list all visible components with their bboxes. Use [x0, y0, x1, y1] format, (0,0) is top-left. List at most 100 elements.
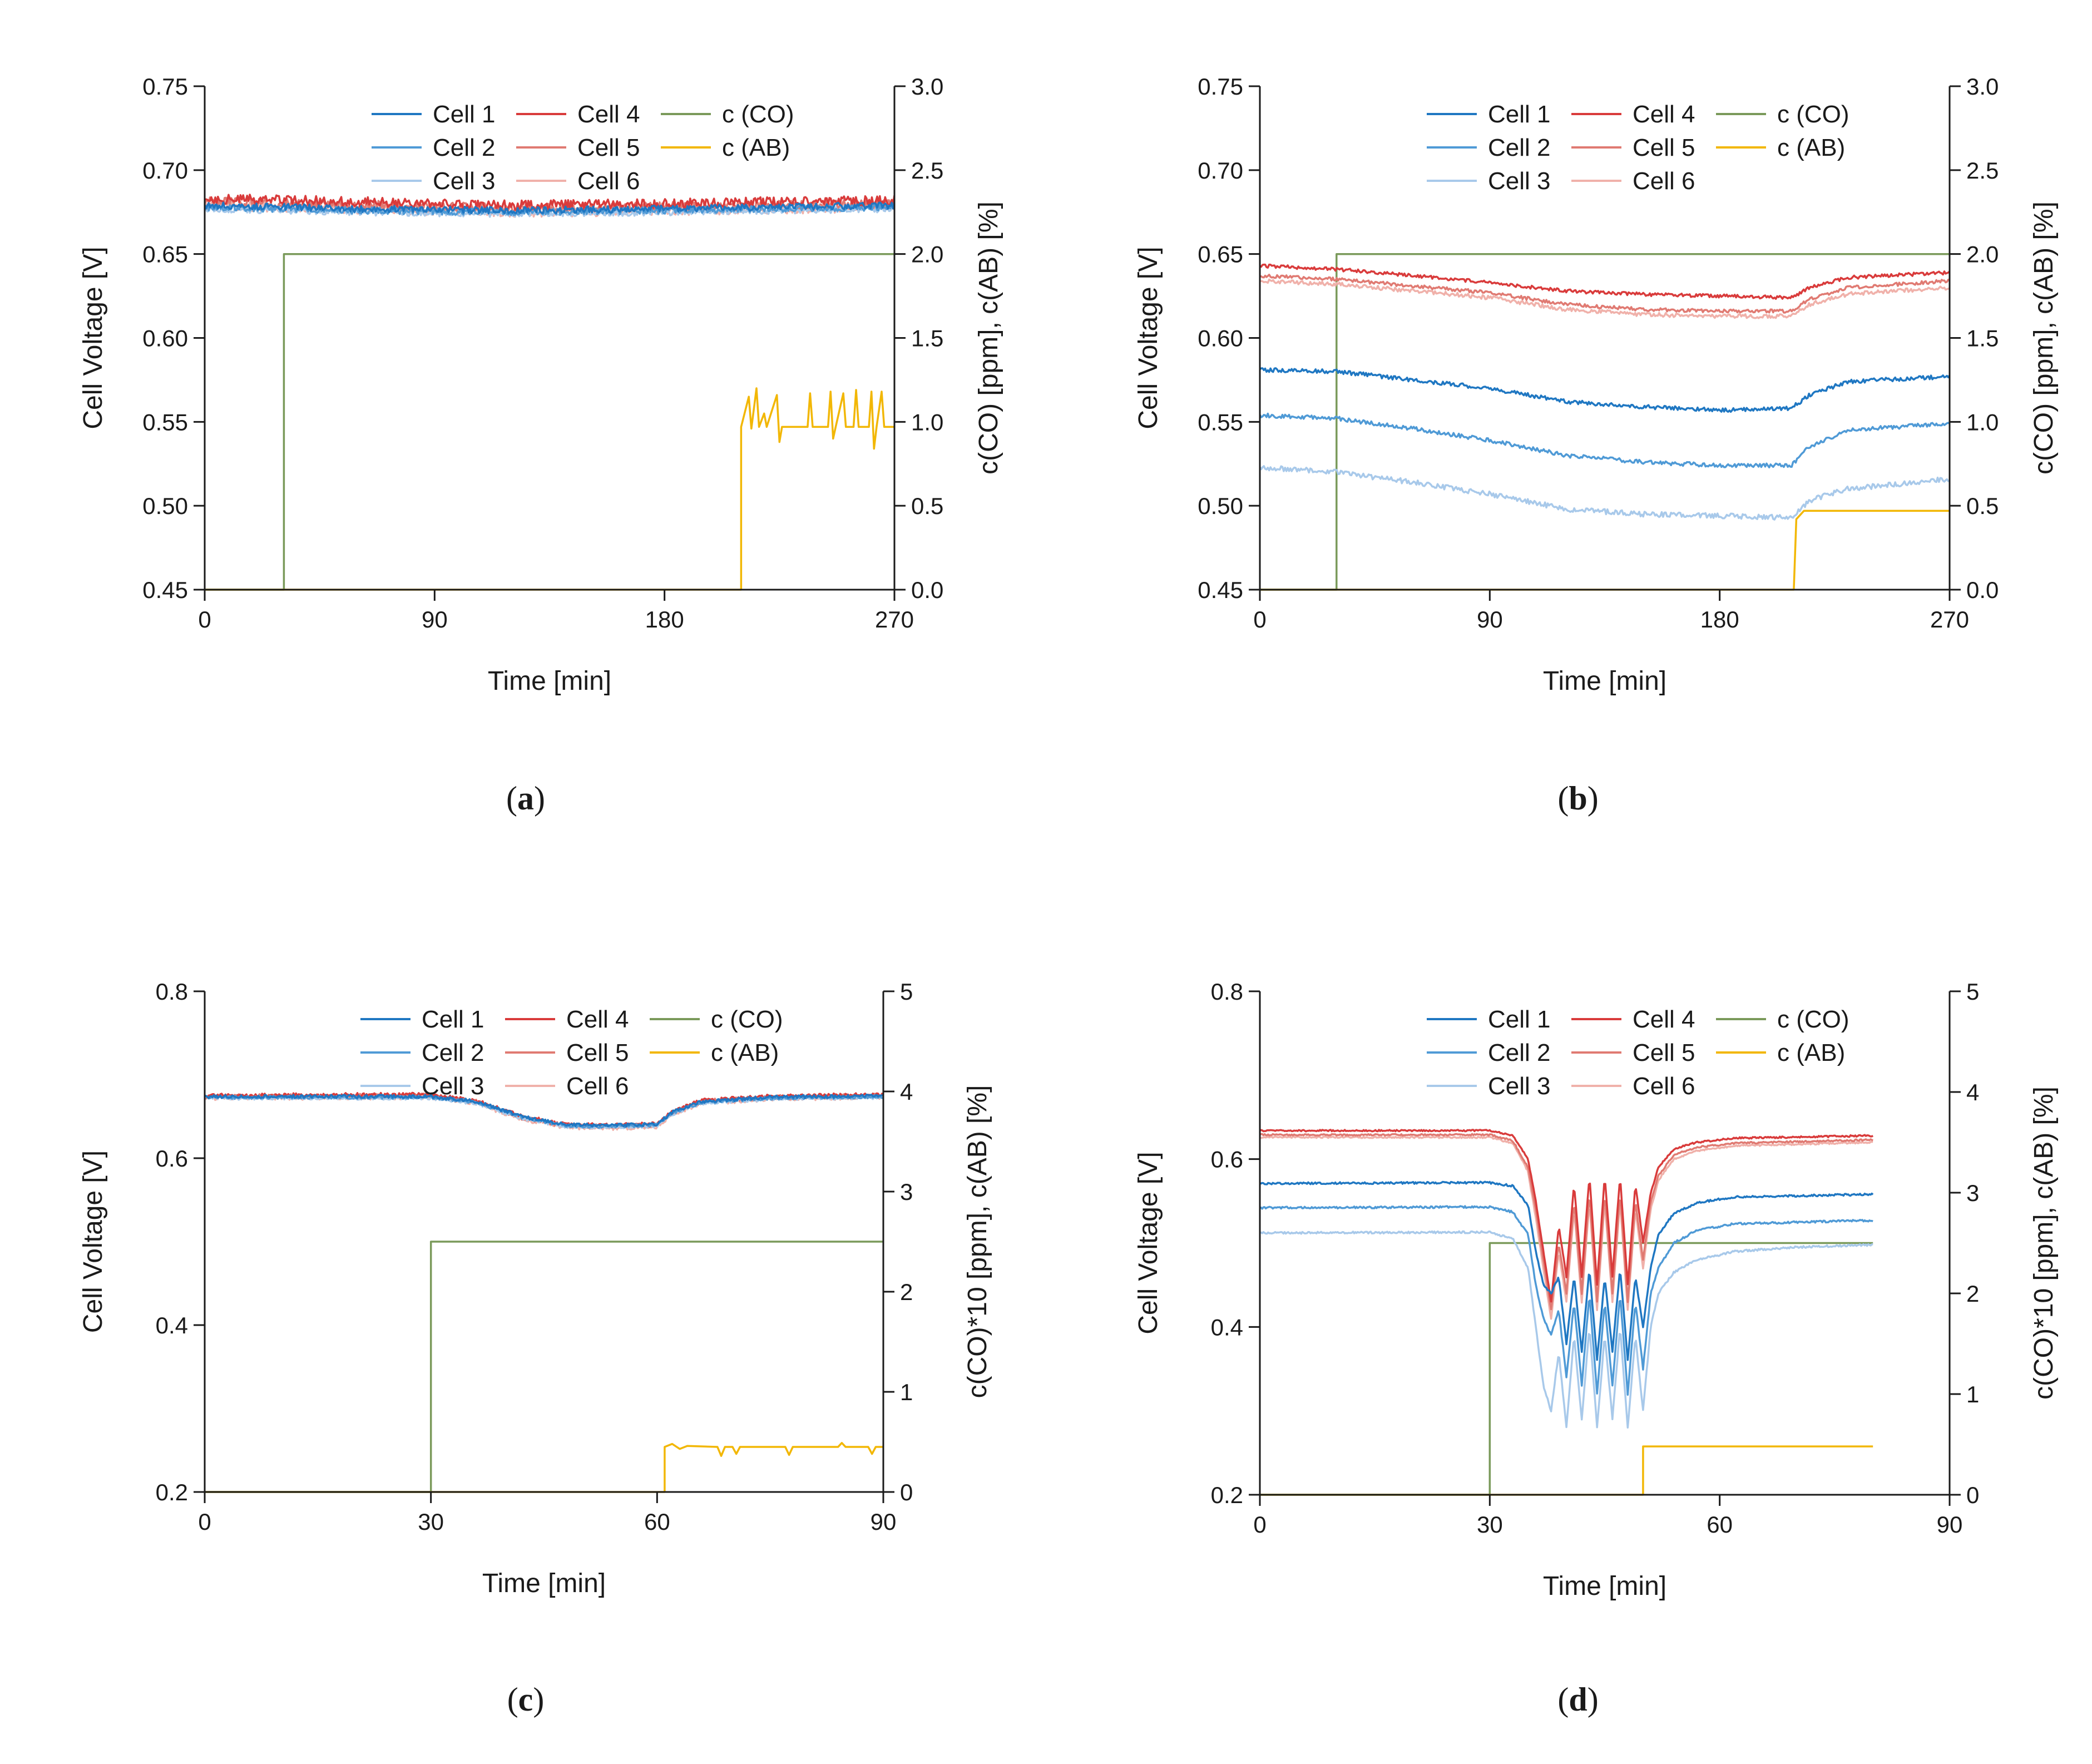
series-line-co [205, 1242, 883, 1492]
legend-label-ab: c (AB) [722, 134, 790, 161]
y-tick-label: 0.65 [142, 241, 188, 268]
legend-label-cell-2: Cell 2 [422, 1039, 484, 1066]
x-tick-label: 30 [418, 1509, 444, 1535]
chart-panel-d: 0.20.40.60.80123450 30 60 90Time [min]Cell … [1134, 979, 2059, 1718]
y-tick-label: 0.60 [142, 325, 188, 352]
x-tick-label: 0 [198, 606, 211, 633]
y2-tick-label: 5 [1966, 979, 1979, 1005]
legend-label-cell-1: Cell 1 [422, 1006, 484, 1033]
panel-caption: (b) [1557, 780, 1598, 817]
y-tick-label: 0.50 [1198, 493, 1243, 519]
series-line-cell-4 [1260, 1130, 1873, 1302]
x-tick-label: 90 [422, 606, 448, 633]
legend-label-ab: c (AB) [711, 1039, 779, 1066]
legend-label-ab: c (AB) [1777, 1039, 1845, 1066]
y2-axis-label: c(CO)*10 [ppm], c(AB) [%] [963, 1085, 992, 1399]
legend-label-cell-4: Cell 4 [1633, 101, 1695, 128]
legend-label-co: c (CO) [1777, 101, 1849, 128]
series-line-cell-2 [1260, 414, 1950, 468]
y-tick-label: 0.70 [1198, 157, 1243, 184]
legend-label-cell-2: Cell 2 [1488, 134, 1551, 161]
y-tick-label: 0.4 [1211, 1314, 1243, 1340]
legend: Cell 1 Cell 2 Cell 3 Cell 4 Cell 5 Cell 6 c (C… [1427, 101, 1849, 195]
legend-label-co: c (CO) [711, 1006, 783, 1033]
legend: Cell 1 Cell 2 Cell 3 Cell 4 Cell 5 Cell 6 c (C… [360, 1006, 783, 1100]
legend-label-cell-4: Cell 4 [1633, 1006, 1695, 1033]
y-axis-label: Cell Voltage [V] [1134, 1152, 1163, 1334]
legend-label-cell-6: Cell 6 [566, 1073, 629, 1100]
y2-tick-label: 2.5 [1966, 157, 1999, 184]
series-line-co [205, 254, 894, 590]
panel-caption: (c) [507, 1681, 545, 1718]
chart-panel-c: 0.2 0.4 0.6 0.8 0 1 2 3 4 5 0 30 60 90 Time [min] Cell … [78, 979, 992, 1718]
y2-tick-label: 0.5 [1966, 493, 1999, 519]
y-tick-label: 0.4 [156, 1312, 188, 1338]
chart-panel-b: 0.450.500.550.600.650.700.750.00.51.01.5… [1134, 73, 2059, 817]
y-tick-label: 0.55 [1198, 409, 1243, 435]
y-tick-label: 0.45 [1198, 577, 1243, 603]
y2-tick-label: 5 [900, 979, 913, 1005]
y-tick-label: 0.70 [142, 157, 188, 184]
y-axis-label: Cell Voltage [V] [78, 246, 108, 429]
y2-tick-label: 2 [900, 1279, 913, 1305]
legend-label-cell-1: Cell 1 [433, 101, 496, 128]
y2-tick-label: 3.0 [1966, 73, 1999, 100]
y2-axis-label: c(CO) [ppm], c(AB) [%] [2029, 201, 2059, 475]
x-tick-label: 90 [1937, 1511, 1963, 1538]
x-tick-label: 180 [645, 606, 684, 633]
legend-label-co: c (CO) [1777, 1006, 1849, 1033]
y2-tick-label: 4 [900, 1079, 913, 1105]
y2-tick-label: 2.5 [911, 157, 943, 184]
legend-label-cell-1: Cell 1 [1488, 1006, 1551, 1033]
series-group [205, 195, 894, 590]
y2-tick-label: 3 [1966, 1180, 1979, 1206]
y2-tick-label: 0 [900, 1479, 913, 1505]
y2-tick-label: 1 [900, 1379, 913, 1405]
legend-label-cell-3: Cell 3 [1488, 1073, 1551, 1100]
y2-tick-label: 3 [900, 1179, 913, 1205]
y2-tick-label: 4 [1966, 1079, 1979, 1105]
x-tick-label: 90 [1477, 606, 1503, 633]
x-tick-label: 60 [644, 1509, 670, 1535]
panel-caption: (a) [506, 780, 545, 817]
y2-tick-label: 0.0 [911, 577, 943, 603]
panel-caption: (d) [1557, 1681, 1598, 1718]
x-tick-label: 270 [1930, 606, 1969, 633]
y-axis-label: Cell Voltage [V] [1134, 246, 1163, 429]
series-group [1260, 1130, 1873, 1495]
series-line-cell-5 [1260, 1134, 1873, 1309]
y-tick-label: 0.55 [142, 409, 188, 435]
series-group [205, 1093, 883, 1492]
x-tick-label: 270 [875, 606, 914, 633]
series-line-cell-3 [1260, 1231, 1873, 1427]
series-line-ab [1260, 1446, 1873, 1495]
legend-label-cell-5: Cell 5 [577, 134, 640, 161]
y-tick-label: 0.8 [1211, 979, 1243, 1005]
y-axis-label: Cell Voltage [V] [78, 1150, 108, 1333]
legend-label-cell-4: Cell 4 [566, 1006, 629, 1033]
legend-label-cell-5: Cell 5 [566, 1039, 629, 1066]
legend-label-cell-6: Cell 6 [577, 167, 640, 195]
figure: 0.450.500.550.600.650.700.750.00.51.01.5… [0, 0, 2092, 1764]
y2-tick-label: 3.0 [911, 73, 943, 100]
y2-axis-label: c(CO) [ppm], c(AB) [%] [974, 201, 1003, 475]
series-line-cell-1 [1260, 368, 1950, 412]
x-tick-label: 0 [1253, 606, 1266, 633]
x-axis-label: Time [min] [488, 666, 611, 696]
legend-label-cell-3: Cell 3 [1488, 167, 1551, 195]
series-line-ab [205, 388, 894, 590]
y-tick-label: 0.6 [1211, 1147, 1243, 1173]
legend-label-cell-1: Cell 1 [1488, 101, 1551, 128]
y2-tick-label: 0.0 [1966, 577, 1999, 603]
y-tick-label: 0.6 [156, 1145, 188, 1172]
y2-tick-label: 2 [1966, 1281, 1979, 1307]
y2-tick-label: 1.5 [911, 325, 943, 352]
series-line-cell-3 [205, 1096, 883, 1129]
x-tick-label: 90 [871, 1509, 897, 1535]
legend: Cell 1 Cell 2 Cell 3 Cell 4 Cell 5 Cell 6 c (C… [1427, 1006, 1849, 1100]
x-tick-label: 30 [1477, 1511, 1503, 1538]
legend-label-cell-3: Cell 3 [433, 167, 496, 195]
y-tick-label: 0.50 [142, 493, 188, 519]
legend-label-cell-6: Cell 6 [1633, 1073, 1695, 1100]
y2-tick-label: 1 [1966, 1381, 1979, 1407]
